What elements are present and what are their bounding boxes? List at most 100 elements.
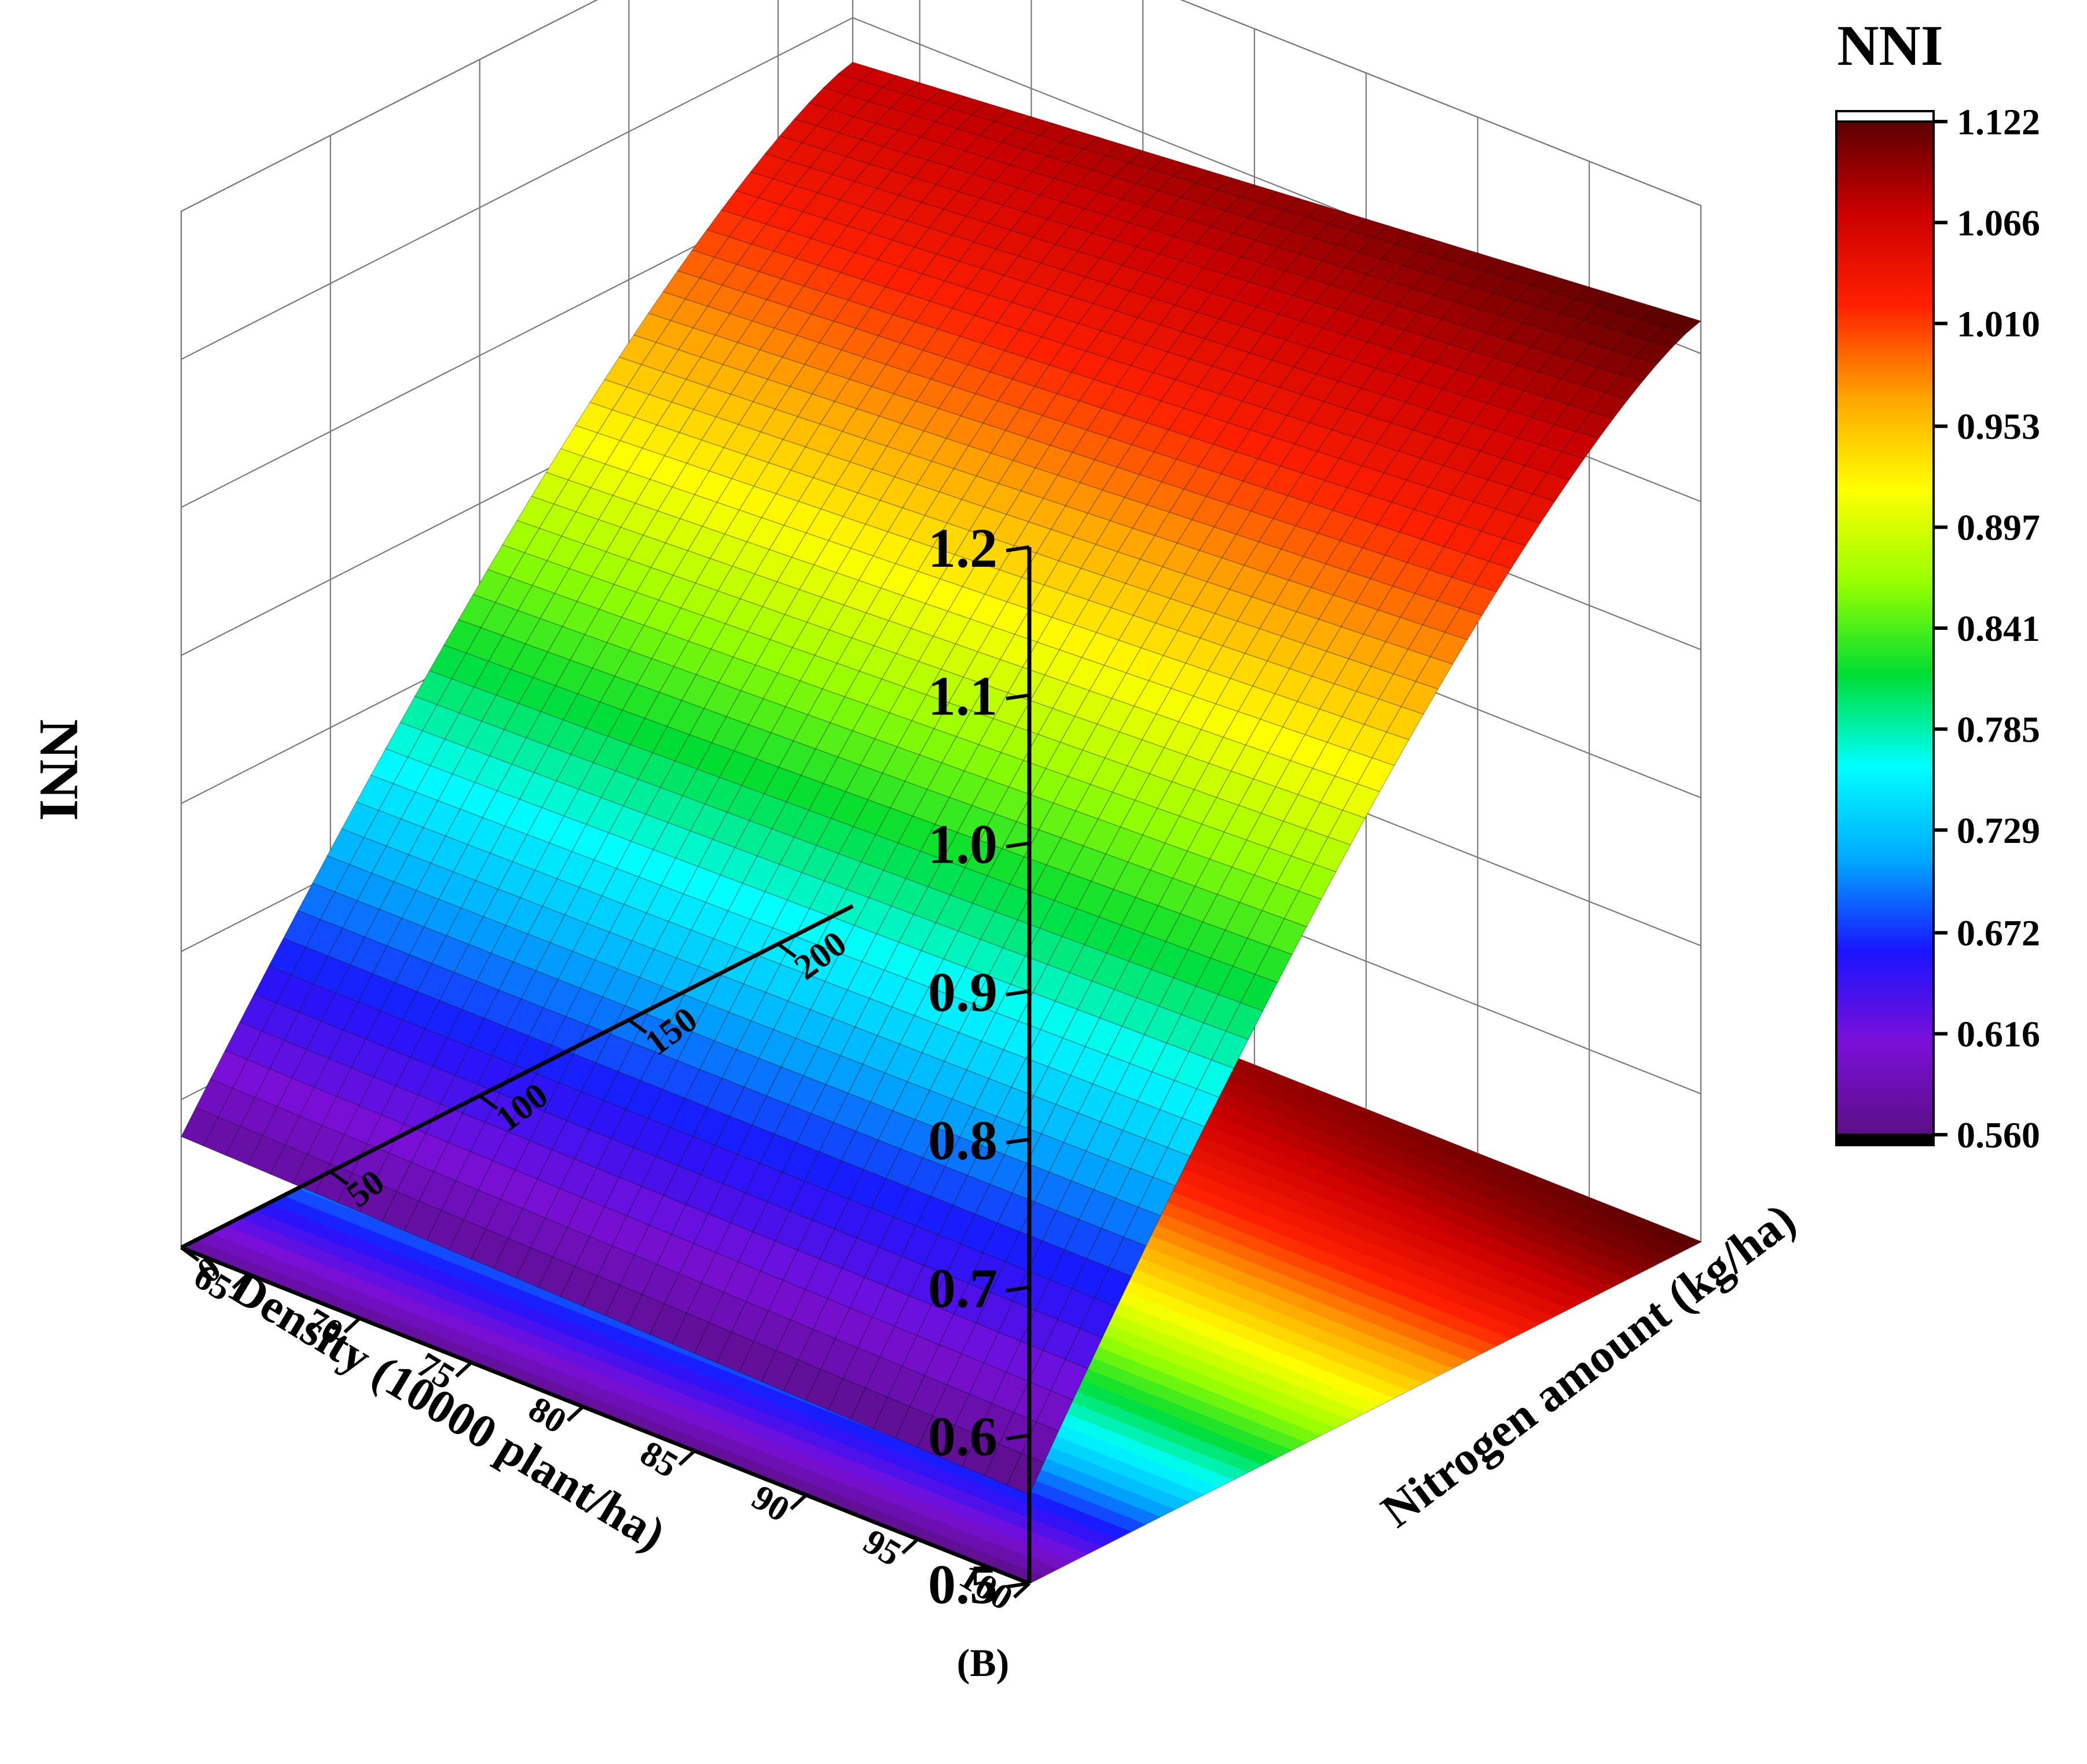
surface-cell bbox=[394, 954, 433, 992]
surface-cell bbox=[225, 1125, 263, 1165]
surface-cell bbox=[845, 764, 883, 801]
surface-cell bbox=[1047, 269, 1086, 298]
surface-cell bbox=[821, 572, 860, 606]
surface-cell bbox=[1095, 607, 1134, 641]
surface-cell bbox=[945, 415, 984, 446]
surface-cell bbox=[859, 645, 897, 680]
surface-cell bbox=[860, 738, 898, 774]
surface-cell bbox=[1072, 512, 1111, 545]
surface-cell bbox=[1172, 850, 1211, 887]
surface-cell bbox=[531, 560, 570, 594]
surface-cell bbox=[458, 593, 496, 629]
surface-cell bbox=[687, 526, 725, 559]
surface-cell bbox=[684, 1069, 723, 1108]
surface-cell bbox=[816, 817, 854, 855]
surface-cell bbox=[572, 923, 610, 961]
surface-cell bbox=[736, 1124, 775, 1164]
surface-cell bbox=[587, 996, 626, 1035]
surface-cell bbox=[718, 750, 757, 786]
surface-cell bbox=[837, 61, 876, 81]
surface-cell bbox=[582, 1275, 621, 1316]
surface-cell bbox=[772, 899, 810, 937]
surface-cell bbox=[1303, 533, 1341, 564]
surface-cell bbox=[867, 772, 906, 809]
surface-cell bbox=[1046, 837, 1084, 874]
surface-cell bbox=[1149, 747, 1187, 783]
surface-cell bbox=[581, 1062, 619, 1101]
surface-cell bbox=[359, 1182, 398, 1222]
surface-cell bbox=[674, 734, 713, 770]
surface-cell bbox=[644, 692, 683, 727]
surface-cell bbox=[514, 1035, 552, 1074]
surface-cell bbox=[1134, 773, 1173, 809]
surface-cell bbox=[899, 247, 938, 274]
surface-cell bbox=[1052, 682, 1091, 717]
surface-cell bbox=[1502, 515, 1541, 547]
surface-cell bbox=[283, 909, 321, 948]
surface-cell bbox=[373, 1153, 412, 1193]
colorbar-tick-label: 0.616 bbox=[1957, 1014, 2040, 1055]
surface-cell bbox=[841, 1131, 879, 1171]
surface-cell bbox=[699, 256, 738, 286]
surface-cell bbox=[577, 668, 616, 703]
surface-cell bbox=[537, 1256, 576, 1297]
surface-cell bbox=[1167, 331, 1206, 360]
surface-cell bbox=[903, 570, 941, 604]
surface-cell bbox=[937, 1098, 975, 1138]
surface-cell bbox=[714, 1116, 753, 1155]
surface-cell bbox=[1084, 1017, 1123, 1056]
surface-cell bbox=[931, 522, 970, 555]
surface-cell bbox=[849, 438, 888, 470]
surface-cell bbox=[776, 556, 815, 591]
surface-cell bbox=[254, 965, 292, 1004]
surface-cell bbox=[832, 225, 871, 254]
surface-cell bbox=[548, 719, 586, 755]
surface-cell bbox=[617, 940, 655, 978]
surface-cell bbox=[1142, 808, 1180, 844]
surface-cell bbox=[735, 171, 774, 199]
nni-surface bbox=[181, 61, 1702, 1495]
surface-cell bbox=[837, 637, 875, 672]
surface-cell bbox=[954, 530, 993, 563]
z-tick-label: 0.6 bbox=[928, 1405, 997, 1467]
surface-cell bbox=[615, 841, 654, 878]
surface-cell bbox=[1069, 208, 1108, 234]
surface-cell bbox=[693, 386, 732, 418]
surface-cell bbox=[439, 971, 478, 1010]
surface-cell bbox=[1559, 298, 1598, 321]
surface-cell bbox=[869, 970, 908, 1008]
surface-cell bbox=[1069, 944, 1107, 982]
surface-cell bbox=[831, 156, 870, 182]
surface-cell bbox=[775, 470, 814, 502]
surface-cell bbox=[878, 393, 917, 424]
surface-cell bbox=[728, 217, 767, 245]
surface-cell bbox=[723, 424, 762, 456]
surface-cell bbox=[1068, 845, 1107, 882]
colorbar-tick-label: 1.122 bbox=[1957, 101, 2040, 142]
z-tick-label: 1.2 bbox=[928, 517, 997, 579]
surface-cell bbox=[426, 1209, 464, 1250]
surface-cell bbox=[654, 920, 692, 959]
surface-cell bbox=[499, 1064, 537, 1103]
surface-cell bbox=[1079, 459, 1118, 491]
surface-cell bbox=[478, 1160, 516, 1200]
surface-cell bbox=[823, 756, 861, 793]
surface-cell bbox=[732, 541, 771, 575]
surface-cell bbox=[481, 695, 519, 731]
surface-cell bbox=[755, 639, 794, 674]
surface-cell bbox=[859, 68, 898, 88]
surface-cell bbox=[821, 662, 860, 698]
surface-cell bbox=[729, 292, 768, 322]
surface-cell bbox=[551, 1015, 589, 1055]
surface-cell bbox=[1209, 831, 1248, 868]
surface-cell bbox=[626, 1186, 665, 1226]
surface-cell bbox=[759, 1133, 798, 1173]
surface-cell bbox=[1107, 265, 1146, 292]
surface-cell bbox=[779, 118, 817, 144]
surface-cell bbox=[766, 1066, 805, 1106]
surface-cell bbox=[1013, 437, 1051, 469]
colorbar-tick-label: 0.560 bbox=[1957, 1114, 2040, 1156]
surface-cell bbox=[817, 1018, 856, 1057]
surface-cell bbox=[1582, 367, 1621, 394]
surface-cell bbox=[927, 859, 966, 896]
